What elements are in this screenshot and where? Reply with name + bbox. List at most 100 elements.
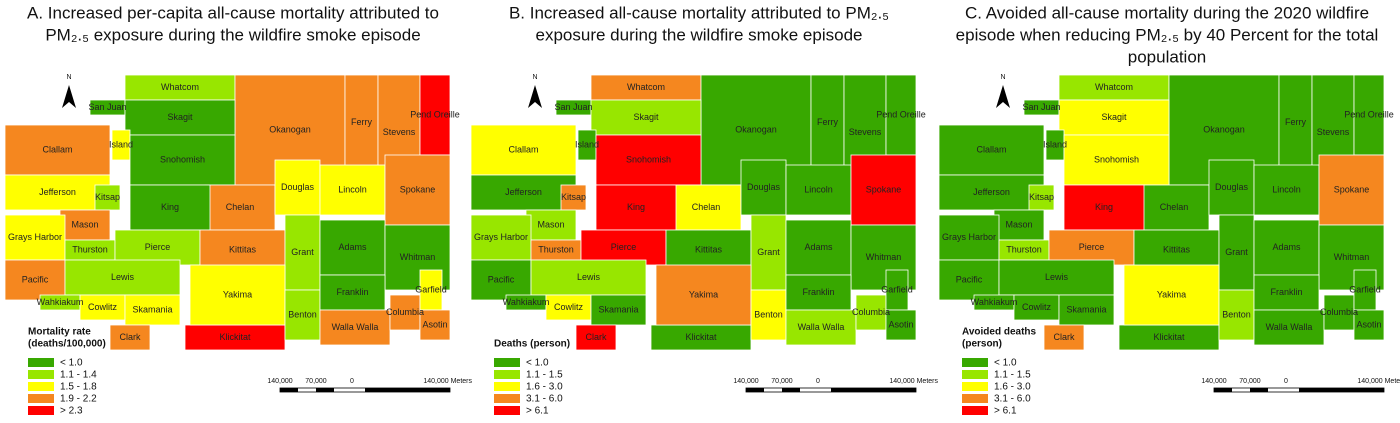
legend-title: Mortality rate [28, 327, 91, 338]
county-label: Whatcom [1095, 82, 1133, 92]
county-label: Island [109, 139, 133, 149]
county-area [590, 294, 647, 326]
county-area [665, 229, 752, 271]
county-label: Franklin [1270, 287, 1302, 297]
county-area [4, 259, 66, 301]
county-label: San Juan [554, 102, 592, 112]
legend-label: 1.1 - 1.5 [994, 370, 1031, 381]
legend-label: 1.1 - 1.5 [526, 370, 563, 381]
county-area [1318, 154, 1385, 226]
county-label: Chelan [226, 202, 255, 212]
legend-label: > 6.1 [994, 406, 1017, 417]
county-label: Jefferson [973, 187, 1010, 197]
legend-label: < 1.0 [994, 358, 1017, 369]
county-area [1048, 229, 1135, 266]
county-label: Skagit [633, 112, 659, 122]
county-label: Walla Walla [798, 322, 845, 332]
legend-swatch [494, 382, 520, 391]
county-area [560, 184, 587, 211]
county-area [470, 174, 577, 211]
legend-swatch [28, 358, 54, 367]
county-label: Klickitat [1153, 332, 1185, 342]
county-label: Whitman [400, 252, 436, 262]
county-area [1058, 294, 1115, 326]
county-label: Ferry [817, 117, 838, 127]
scale-segment [316, 388, 334, 392]
county-area [4, 124, 111, 176]
legend-label: 1.1 - 1.4 [60, 370, 97, 381]
county-label: Skagit [167, 112, 193, 122]
county-area [1058, 99, 1170, 136]
county-area [1013, 294, 1060, 321]
scale-label: 140,000 Meters [889, 378, 938, 385]
legend-swatch [28, 406, 54, 415]
county-label: Island [1043, 139, 1067, 149]
county-area [810, 74, 845, 171]
county-area [319, 309, 391, 346]
county-label: Adams [1272, 242, 1301, 252]
county-area [94, 184, 121, 211]
scale-segment [1214, 388, 1232, 392]
county-area [785, 219, 852, 276]
scale-segment [1299, 388, 1384, 392]
county-area [650, 324, 752, 351]
county-label: Asotin [422, 319, 447, 329]
county-label: Mason [537, 219, 564, 229]
scale-label: 140,000 [733, 378, 758, 385]
county-label: Walla Walla [332, 322, 379, 332]
county-label: Pierce [611, 242, 637, 252]
county-label: Klickitat [685, 332, 717, 342]
county-area [124, 294, 181, 326]
county-area [1353, 74, 1385, 156]
county-area [655, 264, 752, 326]
county-label: Skagit [1101, 112, 1127, 122]
county-label: Columbia [386, 307, 424, 317]
county-label: Stevens [1317, 127, 1350, 137]
legend-label: 1.6 - 3.0 [994, 382, 1031, 393]
county-label: Skamania [598, 304, 638, 314]
county-label: Lewis [1045, 272, 1069, 282]
legend-label: 3.1 - 6.0 [994, 394, 1031, 405]
scale-label: 70,000 [305, 378, 327, 385]
county-label: San Juan [1022, 102, 1060, 112]
county-area [785, 309, 857, 346]
county-area [850, 154, 917, 226]
county-label: Yakima [689, 289, 718, 299]
scale-label: 0 [1284, 378, 1288, 385]
scale-segment [365, 388, 450, 392]
county-label: Thurston [538, 244, 574, 254]
county-label: King [1095, 202, 1113, 212]
county-label: Walla Walla [1266, 322, 1313, 332]
county-area [284, 289, 321, 341]
legend-label: > 6.1 [526, 406, 549, 417]
legend-swatch [494, 370, 520, 379]
county-label: Snohomish [1094, 154, 1139, 164]
legend-title: (deaths/100,000) [28, 339, 106, 350]
county-label: Lewis [577, 272, 601, 282]
county-area [470, 124, 577, 176]
county-label: Clark [1053, 332, 1075, 342]
county-label: Grays Harbor [474, 232, 528, 242]
county-label: Douglas [1215, 182, 1249, 192]
county-area [938, 174, 1045, 211]
legend-swatch [962, 406, 988, 415]
county-area [998, 259, 1115, 296]
scale-label: 140,000 [1201, 378, 1226, 385]
county-label: Jefferson [505, 187, 542, 197]
county-label: Grant [1225, 247, 1248, 257]
county-area [4, 214, 66, 261]
county-label: Garfield [1349, 284, 1381, 294]
county-area [1133, 229, 1220, 271]
scale-label: 140,000 Meters [1357, 378, 1400, 385]
legend-swatch [962, 358, 988, 367]
county-area [114, 229, 201, 266]
county-label: Pend Oreille [1344, 109, 1394, 119]
county-label: Asotin [888, 319, 913, 329]
county-label: Kitsap [1029, 192, 1054, 202]
scale-segment [782, 388, 800, 392]
legend-label: 1.9 - 2.2 [60, 394, 97, 405]
county-label: Lincoln [1272, 184, 1301, 194]
county-label: Spokane [400, 184, 436, 194]
county-area [470, 214, 532, 261]
county-area [319, 219, 386, 276]
